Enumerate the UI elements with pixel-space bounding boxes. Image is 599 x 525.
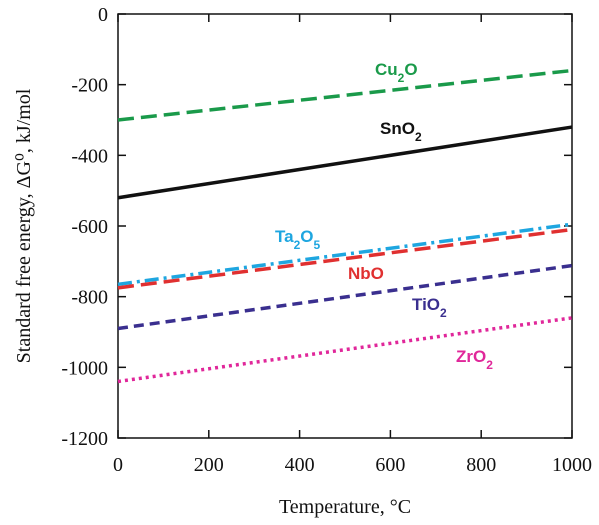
- x-tick-label: 1000: [552, 454, 592, 476]
- series-line-nbo: [117, 227, 573, 290]
- y-tick-label: -1200: [61, 428, 108, 450]
- series-label-tio2: TiO2: [412, 295, 447, 320]
- y-tick-label: -400: [71, 145, 108, 167]
- series-layer: [117, 68, 573, 384]
- plot-area: [117, 13, 573, 439]
- series-labels: Cu2O SnO2 Ta2O5 NbO TiO2 ZrO2: [275, 60, 493, 372]
- y-tick-label: 0: [98, 4, 108, 26]
- series-line-cu2o: [117, 68, 573, 122]
- y-tick-label: -600: [71, 216, 108, 238]
- series-line-zro2: [117, 316, 573, 384]
- x-tick-label: 200: [194, 454, 224, 476]
- x-axis: 0 200 400 600 800 1000: [113, 14, 592, 476]
- plot-border: [117, 13, 573, 439]
- x-axis-title: Temperature, °C: [279, 496, 411, 518]
- x-tick-label: 600: [375, 454, 405, 476]
- series-label-nbo: NbO: [348, 264, 384, 283]
- series-label-zro2: ZrO2: [456, 347, 493, 372]
- series-line-sno2: [117, 125, 573, 200]
- series-label-sno2: SnO2: [380, 119, 422, 144]
- x-tick-label: 0: [113, 454, 123, 476]
- y-axis-title: Standard free energy, ΔG⁰, kJ/mol: [13, 88, 35, 363]
- y-tick-label: -200: [71, 75, 108, 97]
- y-tick-label: -1000: [61, 357, 108, 379]
- series-label-cu2o: Cu2O: [375, 60, 418, 85]
- x-tick-label: 400: [285, 454, 315, 476]
- series-line-ta2o5: [117, 222, 573, 287]
- y-tick-label: -800: [71, 287, 108, 309]
- series-line-tio2: [117, 263, 573, 331]
- y-axis: 0 -200 -400 -600 -800 -1000 -1200: [61, 4, 572, 450]
- series-label-ta2o5: Ta2O5: [275, 227, 321, 252]
- x-tick-label: 800: [466, 454, 496, 476]
